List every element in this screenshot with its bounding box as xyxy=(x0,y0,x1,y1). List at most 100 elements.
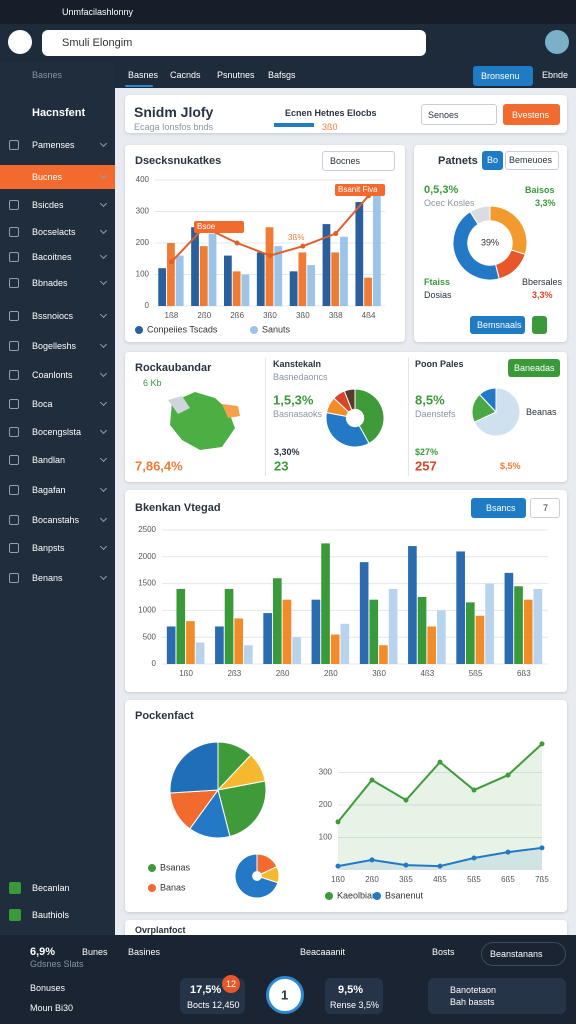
nav-item[interactable]: Becanlan xyxy=(32,883,70,893)
nav-item[interactable]: Bssnoiocs xyxy=(32,311,74,321)
nav-item[interactable]: Pamenses xyxy=(32,140,75,150)
card[interactable] xyxy=(325,978,383,1014)
label: Patnets xyxy=(438,155,478,167)
nav-item[interactable]: Bocselacts xyxy=(32,227,76,237)
nav-tab[interactable]: Basnes xyxy=(128,70,159,80)
footer-tab[interactable]: Basines xyxy=(128,947,161,957)
slice xyxy=(169,741,219,794)
label: Bkenkan Vtegad xyxy=(135,502,221,514)
legend-label: Kaeolbian xyxy=(337,890,377,900)
label: Bocts 12,450 xyxy=(187,1000,240,1010)
button[interactable] xyxy=(508,359,560,377)
point xyxy=(539,741,545,747)
nav-item[interactable]: Bsicdes xyxy=(32,200,64,210)
point xyxy=(437,759,443,765)
x-tick-label: 1ß0 xyxy=(179,669,193,678)
y-tick-label: 500 xyxy=(143,632,157,641)
x-tick-label: 3ß0 xyxy=(372,669,386,678)
legend-swatch xyxy=(148,864,156,872)
search-box[interactable] xyxy=(42,30,426,56)
footer-button[interactable] xyxy=(481,942,566,966)
nav-tab[interactable]: Cacnds xyxy=(170,70,201,80)
nav-tab[interactable]: Bafsgs xyxy=(268,70,296,80)
x-tick-label: 2ß6 xyxy=(230,311,244,320)
nav-icon xyxy=(9,543,19,553)
nav-item[interactable]: Bagafan xyxy=(32,485,66,495)
nav-tab[interactable]: Psnutnes xyxy=(217,70,255,80)
area xyxy=(338,743,542,870)
annotation: 3ß% xyxy=(288,233,304,242)
dropdown[interactable] xyxy=(322,151,395,171)
point xyxy=(437,863,443,869)
y-tick-label: 1500 xyxy=(138,579,156,588)
nav-button[interactable] xyxy=(473,66,533,86)
annotation-box xyxy=(194,221,244,233)
label: Kanstekaln xyxy=(273,359,322,369)
x-tick-label: 2ß0 xyxy=(324,669,338,678)
footer-tab[interactable]: Beacaaanit xyxy=(300,947,346,957)
button[interactable] xyxy=(421,104,497,125)
dropdown[interactable] xyxy=(530,498,560,518)
x-tick-label: 2ß0 xyxy=(276,669,290,678)
bar xyxy=(340,623,350,664)
nav-item[interactable]: Banpsts xyxy=(32,543,65,553)
logo[interactable] xyxy=(8,30,32,54)
label: 6,9% xyxy=(30,946,56,958)
active-nav xyxy=(0,165,115,189)
x-tick-label: 5ß5 xyxy=(469,669,483,678)
nav-item[interactable]: Bandlan xyxy=(32,455,66,465)
bar xyxy=(388,588,398,664)
bar xyxy=(224,588,234,664)
dropdown[interactable] xyxy=(505,151,559,170)
button[interactable] xyxy=(471,498,526,518)
label: Ecnen Hetnes xyxy=(285,108,345,118)
nav-item[interactable]: Bocengslsta xyxy=(32,427,82,437)
bar xyxy=(504,572,514,664)
label: Banotetaon xyxy=(450,985,497,995)
nav-icon xyxy=(9,399,19,409)
nav-item[interactable]: Bauthiols xyxy=(32,910,70,920)
point xyxy=(369,857,375,863)
nav-item[interactable]: Bocanstahs xyxy=(32,515,80,525)
nav-item[interactable]: Benans xyxy=(32,573,63,583)
label: Bo xyxy=(487,155,499,165)
bar xyxy=(232,271,241,306)
bar xyxy=(417,597,427,664)
bar xyxy=(191,227,199,306)
nav-icon xyxy=(9,252,19,262)
y-tick-label: 2500 xyxy=(138,525,156,534)
point xyxy=(539,845,545,851)
nav-item[interactable]: Bogelleshs xyxy=(32,341,77,351)
center-button[interactable] xyxy=(266,976,304,1014)
nav-item[interactable]: Coanlonts xyxy=(32,370,73,380)
card[interactable] xyxy=(428,978,566,1014)
y-tick-label: 200 xyxy=(136,238,150,247)
tab[interactable] xyxy=(482,151,503,170)
bar xyxy=(298,252,307,306)
bar xyxy=(465,602,475,664)
avatar[interactable] xyxy=(545,30,569,54)
point xyxy=(403,862,409,868)
label: Daenstefs xyxy=(415,409,456,419)
nav-item[interactable]: Bacoitnes xyxy=(32,252,72,262)
button[interactable] xyxy=(532,316,547,334)
nav-item[interactable]: Bucnes xyxy=(32,172,63,182)
nav-icon xyxy=(9,227,19,237)
label: Basnedaoncs xyxy=(273,372,328,382)
footer-tab[interactable]: Bunes xyxy=(82,947,108,957)
nav-item[interactable]: Boca xyxy=(32,399,53,409)
nav-item[interactable]: Bbnades xyxy=(32,278,68,288)
y-tick-label: 2000 xyxy=(138,552,156,561)
slice xyxy=(325,411,370,448)
x-tick-label: 3ß8 xyxy=(329,311,343,320)
legend-swatch xyxy=(325,892,333,900)
button[interactable] xyxy=(470,316,525,334)
label: 3,3% xyxy=(535,198,556,208)
bar xyxy=(241,274,250,306)
point xyxy=(333,231,339,237)
action-button[interactable] xyxy=(503,104,560,125)
label: 257 xyxy=(415,458,437,474)
x-tick-label: 4ß5 xyxy=(433,875,447,884)
footer-tab[interactable]: Bosts xyxy=(432,947,455,957)
